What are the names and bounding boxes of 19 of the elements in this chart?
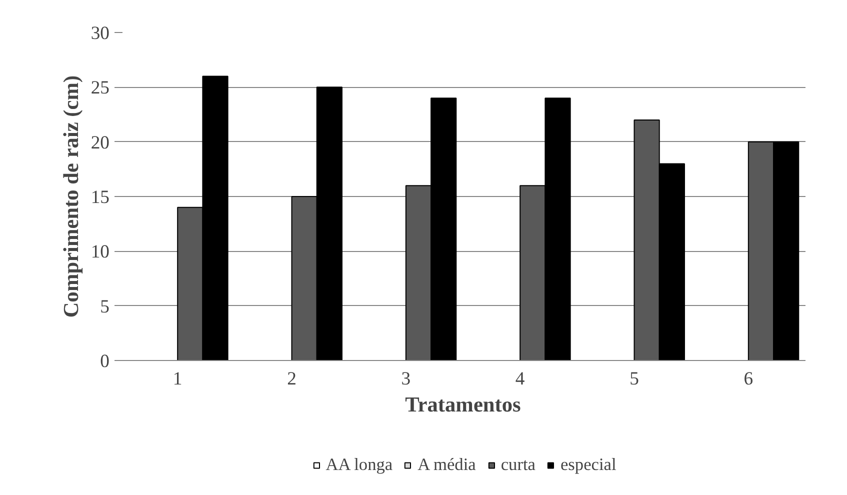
x-tick-label: 5	[630, 368, 639, 390]
legend-label: curta	[500, 455, 536, 475]
y-tick-label: 20	[90, 132, 110, 154]
y-axis-title: Comprimento de raiz (cm)	[58, 75, 83, 318]
legend-label: especial	[560, 455, 616, 475]
y-tick-label: 25	[90, 78, 110, 99]
legend-label: AA longa	[326, 455, 393, 475]
x-tick-label: 3	[401, 368, 411, 390]
y-tick-label: 0	[100, 351, 110, 372]
x-tick-label: 4	[515, 368, 526, 390]
y-tick-label: 30	[90, 23, 110, 44]
legend-label: A média	[418, 455, 476, 475]
x-axis-title: Tratamentos	[405, 392, 521, 416]
y-tick-label: 10	[90, 242, 110, 263]
x-tick-label: 2	[287, 368, 296, 390]
x-tick-label: 1	[172, 368, 182, 390]
x-tick-label: 6	[744, 368, 754, 390]
y-tick-label: 5	[100, 296, 110, 318]
y-tick-label: 15	[90, 187, 110, 208]
